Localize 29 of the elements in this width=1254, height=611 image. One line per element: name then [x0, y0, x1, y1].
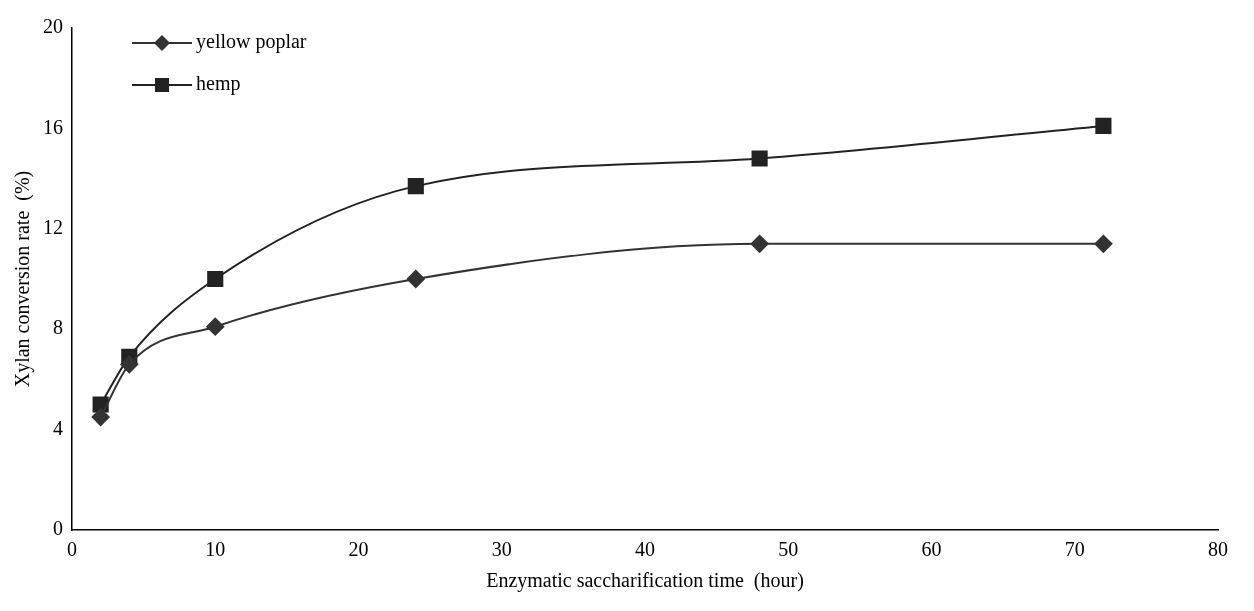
x-tick-label: 60 [921, 538, 942, 561]
point [206, 317, 225, 336]
point [407, 178, 424, 195]
y-tick-label: 0 [53, 517, 63, 540]
point [1095, 117, 1112, 134]
y-tick-label: 8 [53, 316, 63, 339]
x-tick-label: 0 [67, 538, 77, 561]
x-tick-label: 80 [1208, 538, 1228, 561]
legend-label: hemp [196, 72, 241, 96]
point [406, 270, 425, 288]
y-tick-label: 20 [43, 15, 63, 38]
point [751, 150, 768, 167]
point [91, 408, 110, 427]
legend-label: yellow poplar [196, 30, 307, 54]
x-tick-label: 70 [1064, 538, 1085, 561]
point [207, 270, 224, 288]
x-tick-label: 10 [205, 538, 226, 561]
x-tick-label: 50 [778, 538, 799, 561]
point [1094, 234, 1113, 253]
x-tick-label: 30 [491, 538, 512, 561]
y-tick-label: 16 [43, 115, 63, 138]
x-axis-title: Enzymatic saccharification time (hour) [486, 569, 804, 593]
y-tick-label: 12 [43, 216, 63, 239]
y-axis-title: Xylan conversion rate (%) [11, 170, 35, 388]
x-tick-label: 40 [635, 538, 655, 561]
x-tick-label: 20 [348, 538, 369, 561]
point [750, 234, 769, 253]
y-tick-label: 4 [53, 416, 63, 439]
point [120, 355, 139, 374]
